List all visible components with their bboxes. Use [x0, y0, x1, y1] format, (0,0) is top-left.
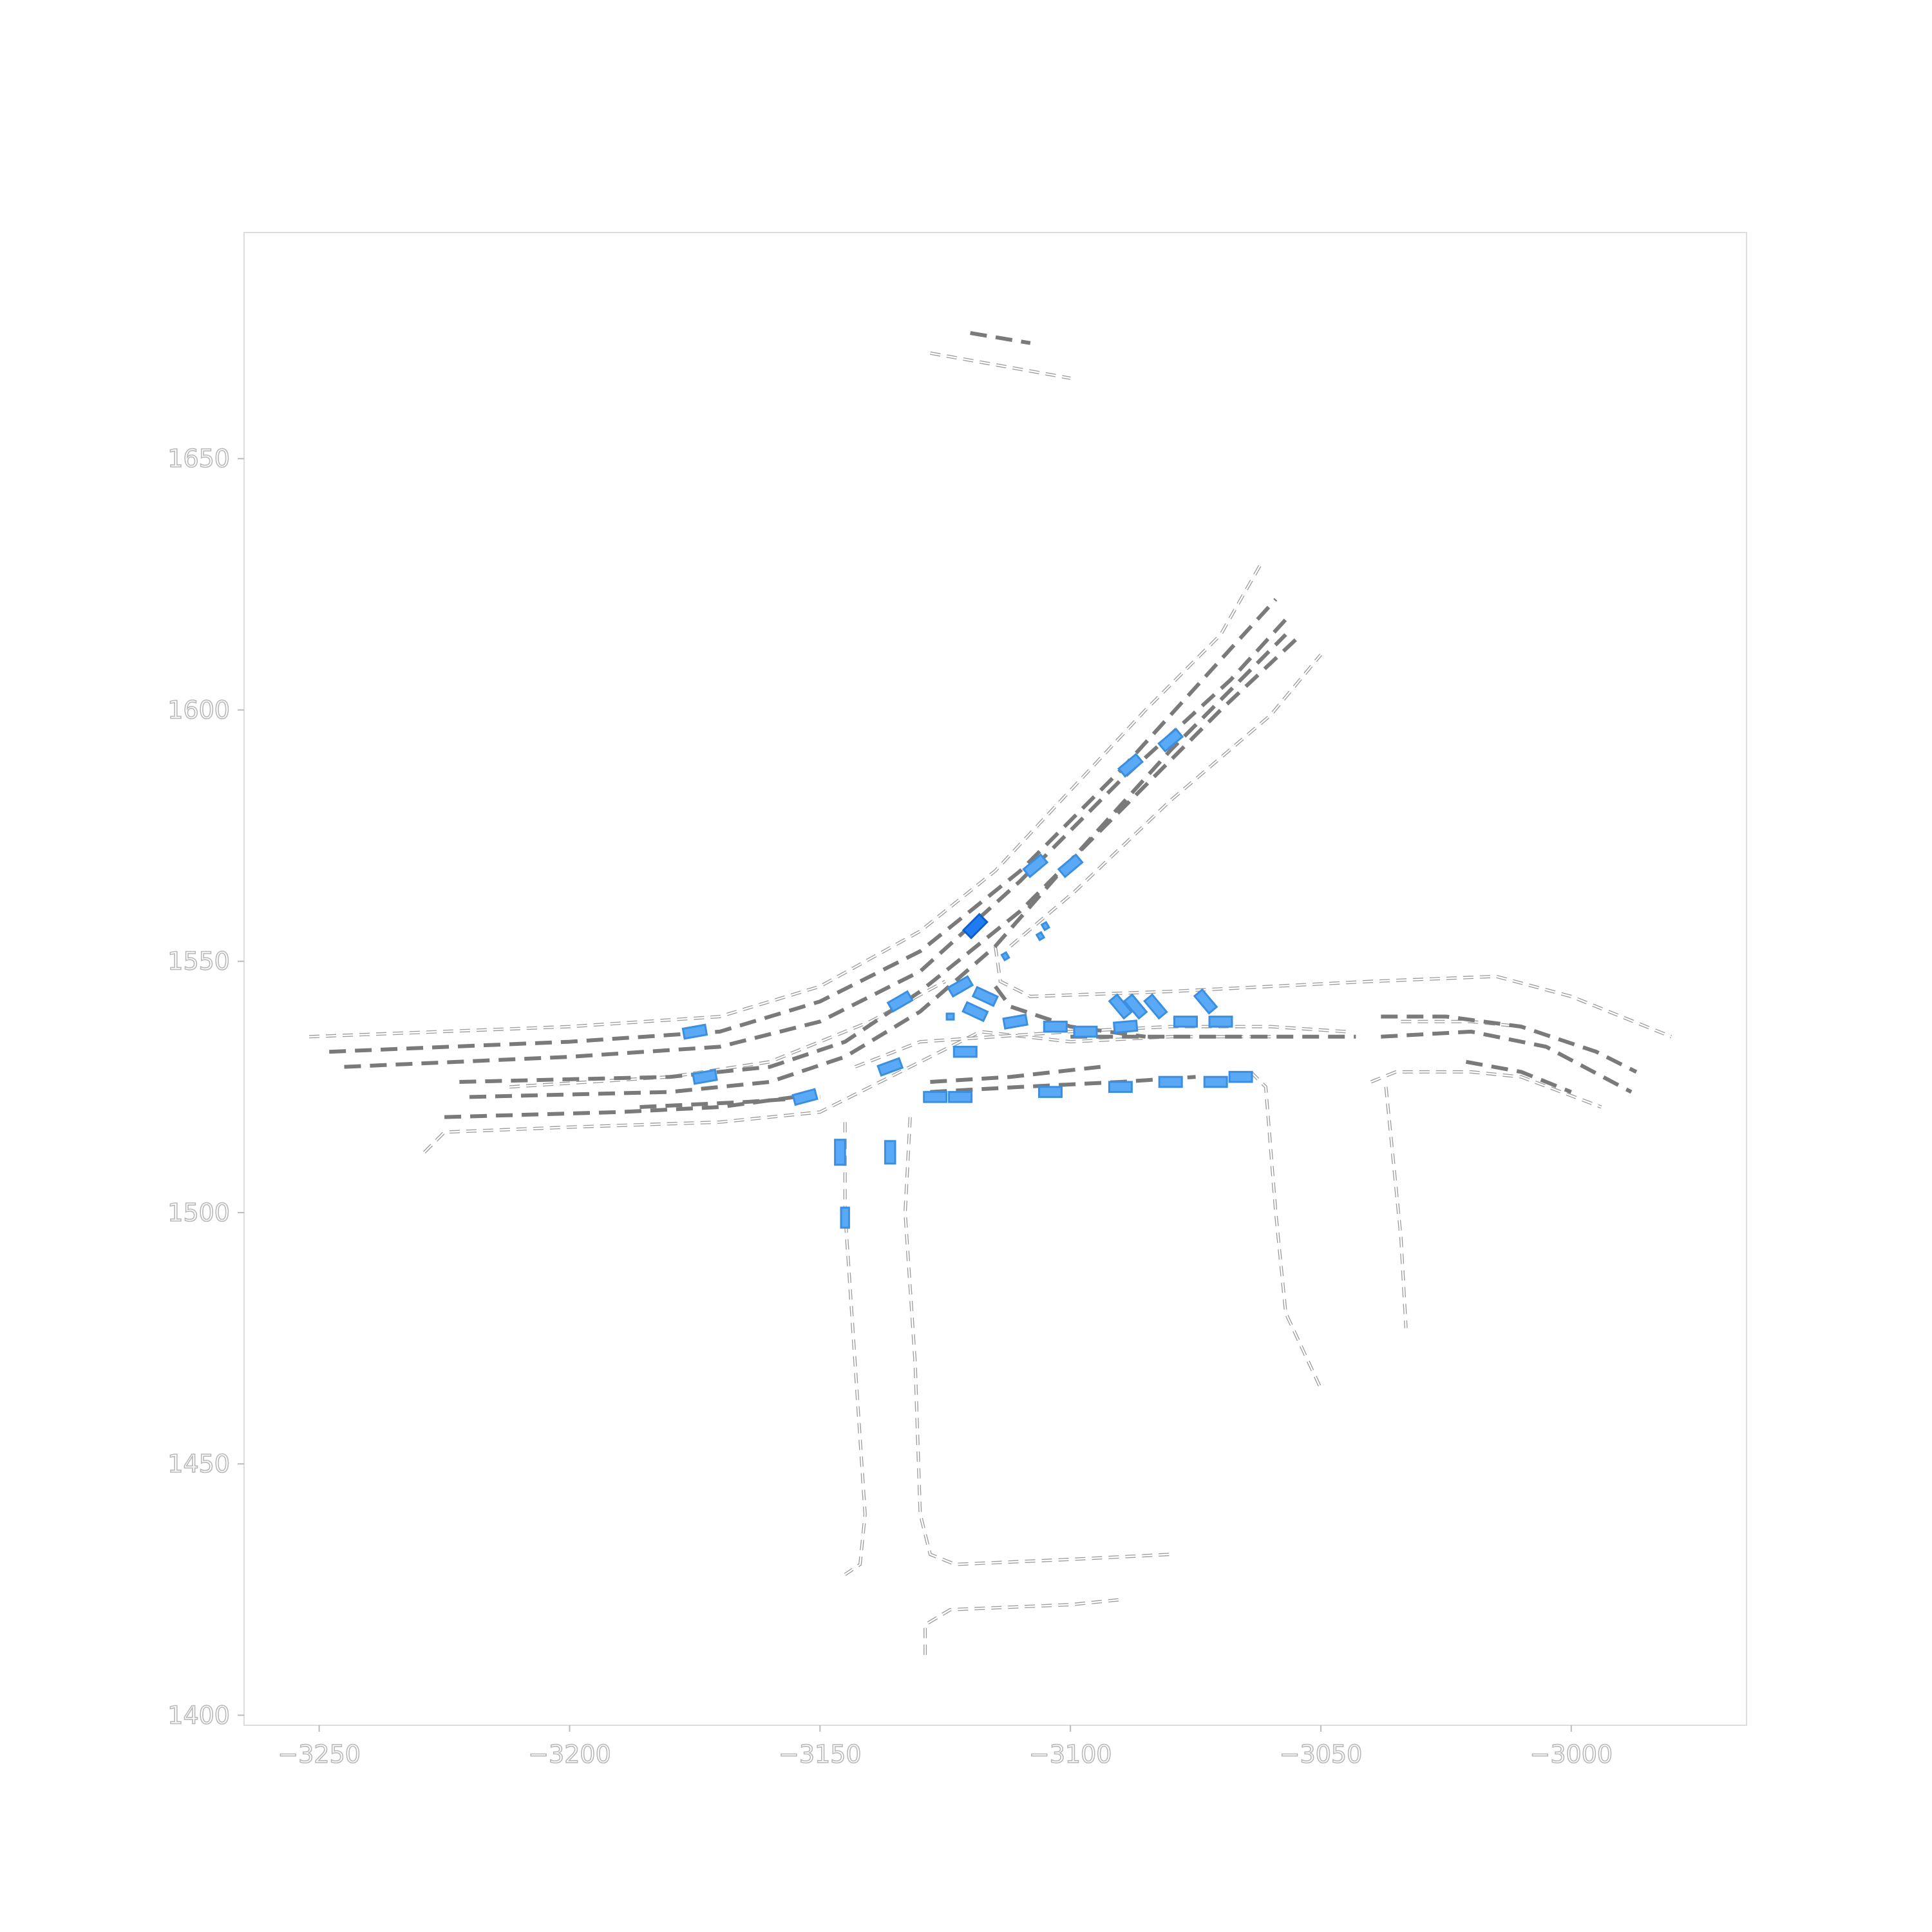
road-edge-core-7 [855, 1025, 1346, 1068]
road-edge-core-13 [1010, 654, 1321, 947]
agent-box-5 [886, 990, 914, 1013]
agent-box-1 [1022, 853, 1049, 878]
agent-box-20 [791, 1088, 819, 1106]
agent-box-26 [1108, 1081, 1133, 1094]
agent-box-2 [1117, 752, 1144, 778]
lane-centerline-10 [1381, 1014, 1638, 1074]
road-edge-core-0 [309, 564, 1262, 1037]
y-tick-label-3: 1550 [167, 947, 230, 976]
y-tick-label-2: 1500 [167, 1198, 230, 1227]
agent-box-4 [946, 975, 974, 998]
agent-box-13 [1208, 1016, 1233, 1028]
road-edge-5 [923, 1598, 1121, 1655]
agent-box-15 [1122, 993, 1148, 1020]
agent-box-31 [884, 1140, 896, 1165]
x-axis: −3250 −3200 −3150 −3100 −3050 −3000 [278, 1725, 1613, 1769]
road-edge-2 [423, 1030, 1271, 1154]
agent-box-35 [1035, 931, 1046, 942]
lane-centerline-6 [930, 1075, 1196, 1094]
agent-box-10 [1073, 1025, 1098, 1038]
x-tick-label-3: −3100 [1029, 1740, 1112, 1768]
agent-box-16 [1143, 993, 1168, 1020]
x-tick-label-1: −3200 [528, 1740, 611, 1768]
agent-box-21 [681, 1023, 708, 1040]
y-axis: 1400 1450 1500 1550 1600 1650 [167, 444, 244, 1730]
road-edge-3 [843, 1122, 867, 1576]
lane-centerline-9 [994, 985, 1146, 1039]
lane-centerline-11 [1381, 1029, 1633, 1094]
road-edge-core-8 [1250, 1071, 1322, 1389]
road-edge-6 [994, 945, 1672, 1039]
road-edge-13 [1009, 654, 1322, 948]
lane-centerline-3 [469, 633, 1287, 1099]
agent-box-8 [1002, 1013, 1028, 1030]
agent-box-9 [1043, 1020, 1068, 1033]
ego-vehicle [961, 913, 989, 940]
road-edge-core-10 [1370, 1071, 1602, 1108]
agent-box-34 [1040, 921, 1051, 932]
agent-box-23 [923, 1091, 948, 1103]
lane-centerline-4 [444, 1095, 795, 1119]
y-tick-label-5: 1650 [167, 444, 230, 473]
road-edge-core-4 [904, 1117, 1171, 1566]
agent-box-32 [840, 1206, 850, 1229]
lane-centerline-12 [1465, 1059, 1572, 1094]
lane-centerline-2 [459, 638, 1298, 1084]
x-tick-label-4: −3050 [1280, 1740, 1363, 1768]
lane-centerline-7 [930, 1065, 1101, 1084]
road-edge-4 [903, 1117, 1171, 1566]
y-tick-label-4: 1600 [167, 696, 230, 724]
agents [681, 727, 1253, 1229]
road-edge-core-1 [509, 980, 946, 1088]
road-edge-core-2 [424, 1030, 1271, 1153]
y-tick-label-1: 1450 [167, 1450, 230, 1478]
x-tick-label-5: −3000 [1530, 1740, 1613, 1768]
agent-box-30 [834, 1139, 846, 1166]
road-edge-7 [854, 1025, 1347, 1068]
agent-box-14 [1108, 993, 1133, 1020]
agent-box-33 [1000, 951, 1010, 961]
agent-box-25 [1038, 1086, 1063, 1098]
agent-box-36 [945, 1012, 955, 1021]
x-tick-label-0: −3250 [278, 1740, 361, 1768]
agent-box-12 [1173, 1016, 1198, 1028]
agent-box-24 [948, 1091, 973, 1103]
road-edge-core-12 [930, 352, 1071, 379]
x-tick-label-2: −3150 [779, 1740, 862, 1768]
y-tick-label-0: 1400 [167, 1701, 230, 1729]
lane-centerline-0 [329, 598, 1278, 1054]
agent-box-28 [1203, 1075, 1228, 1088]
agent-box-17 [1193, 988, 1218, 1015]
road-edge-core-6 [994, 946, 1672, 1037]
road-edge-core-9 [1385, 1086, 1407, 1329]
agent-box-22 [692, 1068, 718, 1085]
agent-box-6 [971, 985, 999, 1007]
road-edges [309, 351, 1672, 1655]
agent-box-11 [1112, 1019, 1139, 1034]
agent-box-7 [961, 1001, 989, 1023]
road-edge-core-3 [844, 1122, 866, 1575]
agent-box-29 [1228, 1070, 1253, 1083]
road-edge-core-5 [924, 1598, 1121, 1655]
agent-box-19 [876, 1057, 904, 1077]
road-edge-0 [309, 563, 1262, 1039]
agent-box-3 [1157, 727, 1184, 753]
agent-box-0 [1057, 853, 1084, 878]
plot-frame [243, 232, 1747, 1726]
agent-box-27 [1158, 1075, 1183, 1088]
road-edge-8 [1249, 1070, 1323, 1390]
lane-centerline-13 [970, 331, 1031, 345]
ego-box [961, 913, 989, 940]
agent-box-18 [952, 1045, 978, 1058]
lane-centerline-1 [344, 618, 1287, 1069]
